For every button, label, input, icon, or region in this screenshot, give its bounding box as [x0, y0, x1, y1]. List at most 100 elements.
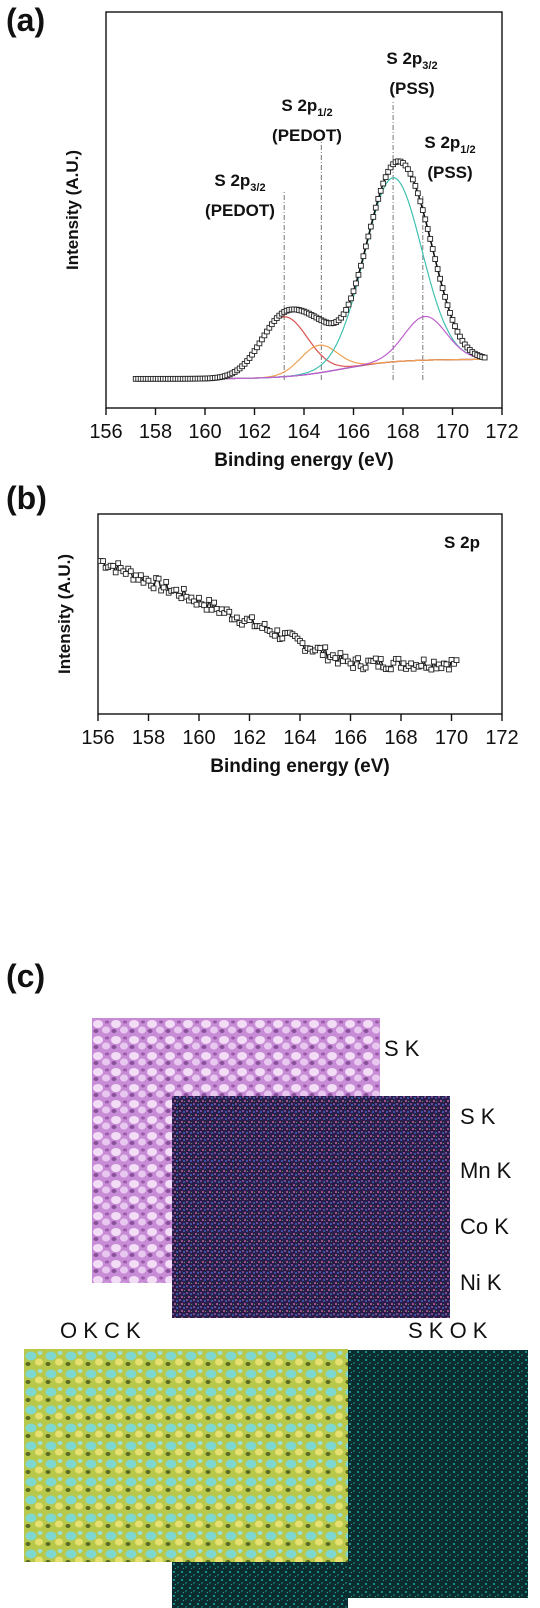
data-point: [432, 256, 439, 262]
data-point: [160, 584, 167, 591]
data-point: [350, 665, 356, 671]
x-tick-label: 160: [188, 421, 221, 443]
y-axis-label: Intensity (A.U.): [55, 554, 74, 674]
data-point: [442, 294, 448, 300]
data-point: [449, 317, 456, 323]
data-point: [408, 660, 414, 667]
x-tick-label: 172: [485, 727, 518, 749]
data-point: [343, 307, 349, 313]
data-point: [418, 662, 425, 669]
data-point: [447, 310, 453, 316]
data-point: [452, 323, 458, 329]
data-point: [211, 599, 218, 606]
data-point: [100, 558, 106, 564]
map-label-o-k-c-k: O K C K: [60, 1318, 141, 1343]
data-point: [145, 577, 152, 584]
x-tick-label: 170: [436, 421, 469, 443]
data-point: [446, 666, 452, 673]
data-point: [422, 216, 429, 223]
panel-label-b: (b): [6, 480, 47, 516]
peak-annotation-label: S 2p1/2: [281, 96, 332, 119]
x-axis-label: Binding energy (eV): [214, 450, 393, 470]
x-tick-label: 158: [132, 727, 165, 749]
map-s-o-overlay: [348, 1350, 528, 1598]
data-point: [437, 275, 443, 282]
data-point: [271, 632, 278, 639]
data-point: [332, 655, 339, 661]
data-point: [395, 655, 402, 662]
data-point: [360, 253, 367, 260]
chart-title: S 2p: [444, 533, 480, 552]
x-tick-label: 170: [435, 727, 468, 749]
data-point: [135, 576, 142, 583]
data-point: [110, 563, 117, 569]
data-point: [342, 653, 349, 660]
data-point: [299, 640, 306, 646]
data-point: [420, 656, 427, 663]
data-point: [375, 663, 382, 670]
fit-component: [135, 177, 484, 380]
data-point: [348, 295, 354, 302]
data-point: [163, 579, 170, 585]
data-point: [388, 666, 394, 673]
map-o-c-morphology: [24, 1349, 348, 1562]
x-axis-label: Binding energy (eV): [210, 756, 389, 777]
data-point: [319, 652, 326, 658]
data-point: [453, 657, 460, 663]
fit-envelope: [135, 160, 484, 380]
data-point: [367, 223, 374, 230]
map-label-s-k: S K: [384, 1036, 420, 1061]
chart-a: 156 158 160 162 164 166 168 170 172 Binding energ…: [63, 11, 519, 470]
data-point: [127, 568, 134, 575]
peak-annotation-label: S 2p1/2: [424, 133, 475, 156]
data-point: [155, 575, 162, 582]
x-tick-label: 160: [182, 727, 215, 749]
data-point: [415, 190, 421, 197]
data-point: [454, 328, 461, 335]
x-tick-label: 164: [287, 421, 320, 443]
data-point: [345, 301, 352, 308]
data-point: [173, 586, 180, 593]
data-point: [150, 585, 157, 592]
fit-component: [135, 316, 484, 380]
data-point: [370, 214, 377, 220]
map-label-co-k: Co K: [460, 1214, 509, 1239]
peak-annotation-label: S 2p3/2: [386, 49, 437, 72]
data-point: [419, 207, 426, 213]
data-point: [380, 180, 387, 187]
data-point: [382, 174, 389, 181]
fit-component: [135, 315, 484, 380]
data-point: [417, 198, 424, 205]
data-point: [112, 569, 119, 576]
chart-b: 156 158 160 162 164 166 168 170 172 Binding energ…: [55, 513, 519, 777]
peak-annotation-label: S 2p3/2: [214, 171, 265, 194]
x-tick-label: 166: [337, 421, 370, 443]
map-s-mn-co-ni: [172, 1096, 450, 1318]
data-point: [234, 614, 240, 621]
data-point: [400, 660, 407, 667]
data-point: [428, 666, 435, 673]
data-point: [206, 597, 212, 603]
plot-frame: [97, 513, 503, 715]
data-point: [261, 621, 268, 627]
x-tick-label: 166: [334, 727, 367, 749]
data-point: [438, 665, 445, 672]
data-point: [405, 166, 411, 172]
data-point: [412, 183, 419, 189]
data-point: [353, 280, 359, 287]
data-point: [363, 243, 369, 250]
x-tick-label: 168: [384, 727, 417, 749]
data-point: [208, 606, 215, 613]
x-tick-label: 162: [238, 421, 271, 443]
data-point: [427, 236, 434, 242]
data-point: [350, 288, 357, 295]
fit-baseline: [135, 358, 484, 380]
data-point: [355, 271, 362, 278]
data-point: [424, 226, 431, 232]
data-point: [481, 354, 488, 361]
data-point: [407, 170, 414, 177]
x-tick-label: 156: [89, 421, 122, 443]
data-point: [362, 664, 369, 671]
data-point: [377, 656, 384, 662]
peak-annotation-species: (PSS): [427, 163, 472, 182]
